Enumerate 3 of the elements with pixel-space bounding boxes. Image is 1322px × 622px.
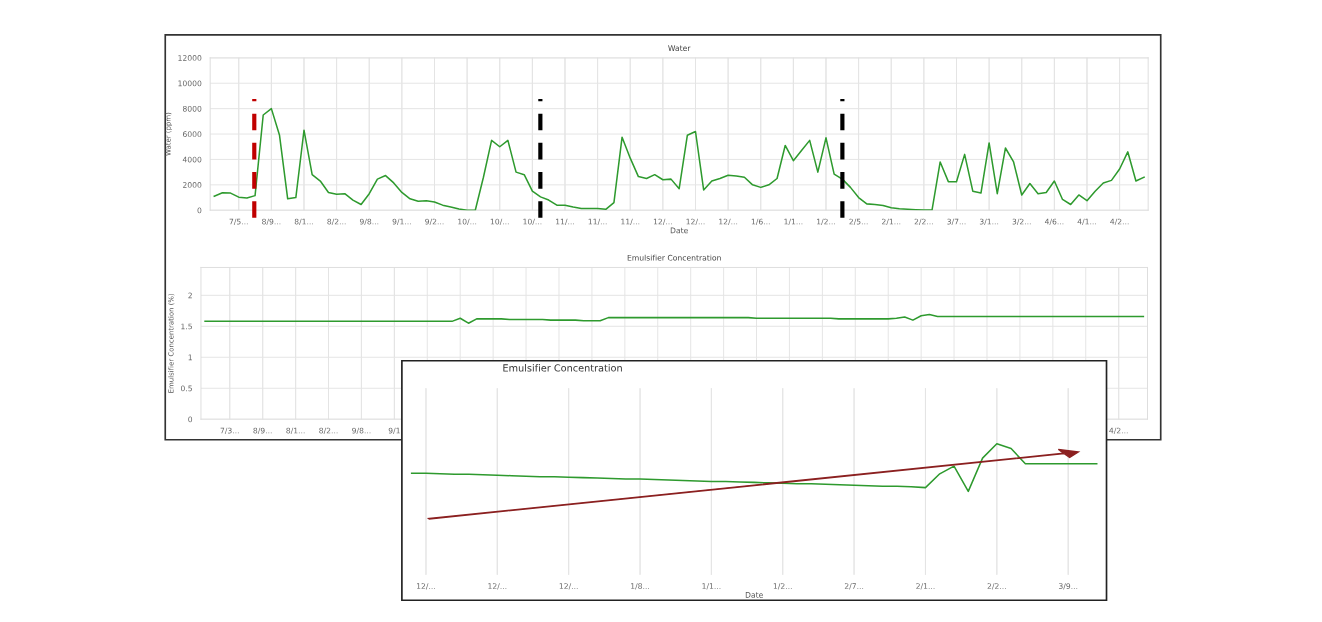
chart-title: Emulsifier Concentration bbox=[503, 364, 622, 372]
line-series bbox=[204, 313, 1145, 324]
line-series bbox=[213, 107, 1145, 211]
